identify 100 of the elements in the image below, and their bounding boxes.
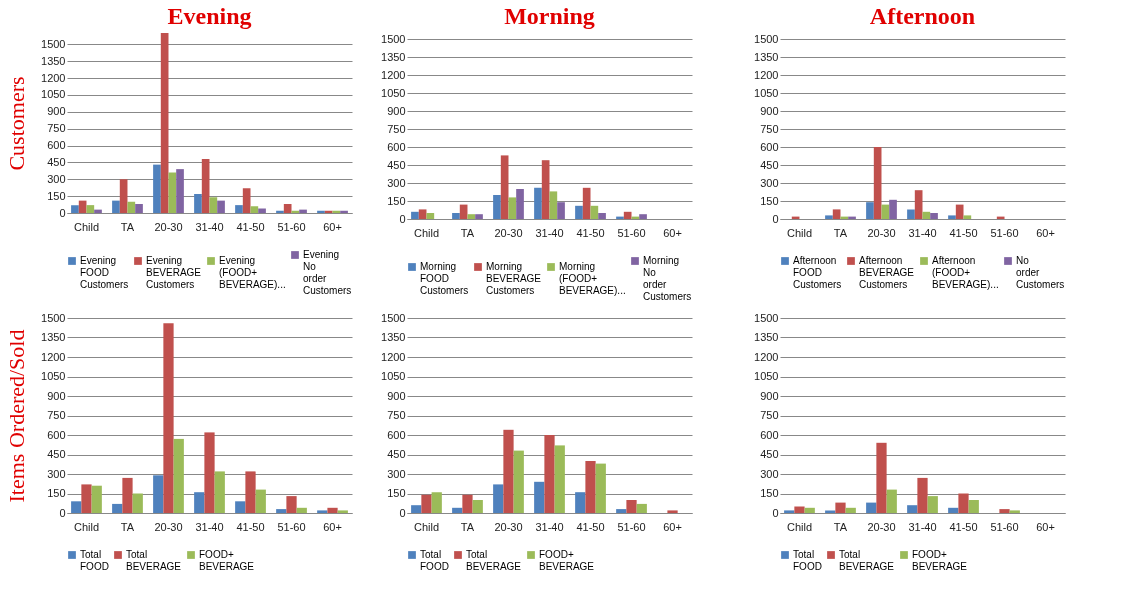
bar xyxy=(276,210,284,213)
y-tick-label: 1500 xyxy=(381,311,406,324)
bar xyxy=(623,211,632,219)
y-tick-label: 1500 xyxy=(381,32,406,45)
bar xyxy=(999,509,1010,513)
x-tick-label: TA xyxy=(460,520,475,533)
x-tick-label: 41-50 xyxy=(236,520,265,533)
y-tick-label: 1350 xyxy=(381,50,406,63)
legend-label: Total BEVERAGE xyxy=(126,549,182,572)
bar xyxy=(467,214,476,219)
y-tick-label: 1350 xyxy=(754,331,779,343)
bar xyxy=(71,205,79,213)
x-tick-label: 31-40 xyxy=(535,226,564,239)
bar xyxy=(201,159,210,213)
bar xyxy=(544,435,555,513)
y-tick-label: 450 xyxy=(760,158,779,171)
bar xyxy=(907,505,918,513)
bar xyxy=(907,209,915,219)
y-axis-title: Customers xyxy=(4,76,30,171)
bar xyxy=(914,190,923,219)
bar xyxy=(508,197,517,219)
y-tick-label: 150 xyxy=(387,194,406,207)
bar xyxy=(636,503,647,513)
x-tick-label: 60+ xyxy=(1036,520,1055,533)
x-tick-label: 60+ xyxy=(663,520,682,533)
bar xyxy=(209,197,218,213)
bar xyxy=(616,509,627,513)
x-tick-label: 60+ xyxy=(663,226,682,239)
legend-label: Morning No order Customers xyxy=(643,255,692,302)
bar xyxy=(71,501,82,513)
y-tick-label: 150 xyxy=(760,487,779,499)
legend-label: Afternoon BEVERAGE Customers xyxy=(859,255,915,290)
y-tick-label: 1050 xyxy=(754,86,779,99)
bar xyxy=(235,205,243,213)
x-tick-label: 20-30 xyxy=(867,226,896,239)
y-tick-label: 900 xyxy=(760,104,779,117)
y-tick-label: 1350 xyxy=(41,331,66,343)
x-tick-label: TA xyxy=(120,220,135,233)
y-tick-label: 1350 xyxy=(381,331,406,343)
y-tick-label: 900 xyxy=(760,389,779,402)
bar xyxy=(119,179,128,213)
y-tick-label: 1350 xyxy=(754,50,779,63)
y-tick-label: 150 xyxy=(47,189,66,202)
bar xyxy=(317,510,328,513)
legend-label: No order Customers xyxy=(1016,255,1065,290)
y-tick-label: 1050 xyxy=(381,86,406,99)
y-tick-label: 750 xyxy=(387,409,406,421)
legend-label: Total FOOD xyxy=(793,549,822,572)
bar xyxy=(500,155,509,219)
bar xyxy=(595,463,606,513)
bar xyxy=(866,202,874,219)
bar xyxy=(835,502,846,513)
x-tick-label: TA xyxy=(833,520,848,533)
bar xyxy=(626,500,637,513)
x-tick-label: TA xyxy=(833,226,848,239)
bar xyxy=(160,33,169,213)
bar xyxy=(81,484,92,513)
legend-label: Morning FOOD Customers xyxy=(420,261,469,296)
bar xyxy=(575,492,586,513)
y-tick-label: 1050 xyxy=(41,370,66,382)
y-tick-label: 0 xyxy=(59,206,66,219)
x-tick-label: 20-30 xyxy=(867,520,896,533)
y-tick-label: 0 xyxy=(399,212,406,225)
bar xyxy=(639,214,647,219)
legend-label: Morning BEVERAGE Customers xyxy=(486,261,542,296)
bar xyxy=(832,209,841,219)
legend-label: Evening BEVERAGE Customers xyxy=(146,255,202,290)
x-tick-label: Child xyxy=(413,520,440,533)
x-tick-label: 41-50 xyxy=(576,226,605,239)
bar xyxy=(296,507,307,513)
bar xyxy=(327,507,338,513)
bar xyxy=(245,471,256,513)
y-tick-label: 600 xyxy=(387,428,406,441)
y-tick-label: 1050 xyxy=(381,370,406,382)
y-tick-label: 1350 xyxy=(41,54,66,67)
y-tick-label: 900 xyxy=(387,104,406,117)
x-tick-label: 20-30 xyxy=(154,520,183,533)
y-tick-label: 1200 xyxy=(41,71,66,84)
x-tick-label: Child xyxy=(413,226,440,239)
bar xyxy=(194,492,205,513)
bar xyxy=(431,492,442,513)
x-tick-label: 31-40 xyxy=(195,520,224,533)
y-tick-label: 450 xyxy=(760,448,779,460)
x-tick-label: 60+ xyxy=(1036,226,1055,239)
bar xyxy=(421,494,432,513)
bar xyxy=(135,204,143,213)
legend-label: Total FOOD xyxy=(80,549,109,572)
legend-label: FOOD+ BEVERAGE xyxy=(539,549,595,572)
bar xyxy=(217,200,225,213)
x-tick-label: 51-60 xyxy=(617,520,646,533)
bar xyxy=(91,485,102,513)
bar xyxy=(235,501,246,513)
legend-label: FOOD+ BEVERAGE xyxy=(912,549,968,572)
legend-label: Evening No order Customers xyxy=(303,249,352,296)
y-tick-label: 1200 xyxy=(754,350,779,363)
bar xyxy=(534,481,545,513)
y-tick-label: 450 xyxy=(387,158,406,171)
bar xyxy=(176,169,184,213)
x-tick-label: 51-60 xyxy=(277,220,306,233)
y-tick-label: 600 xyxy=(47,139,66,151)
